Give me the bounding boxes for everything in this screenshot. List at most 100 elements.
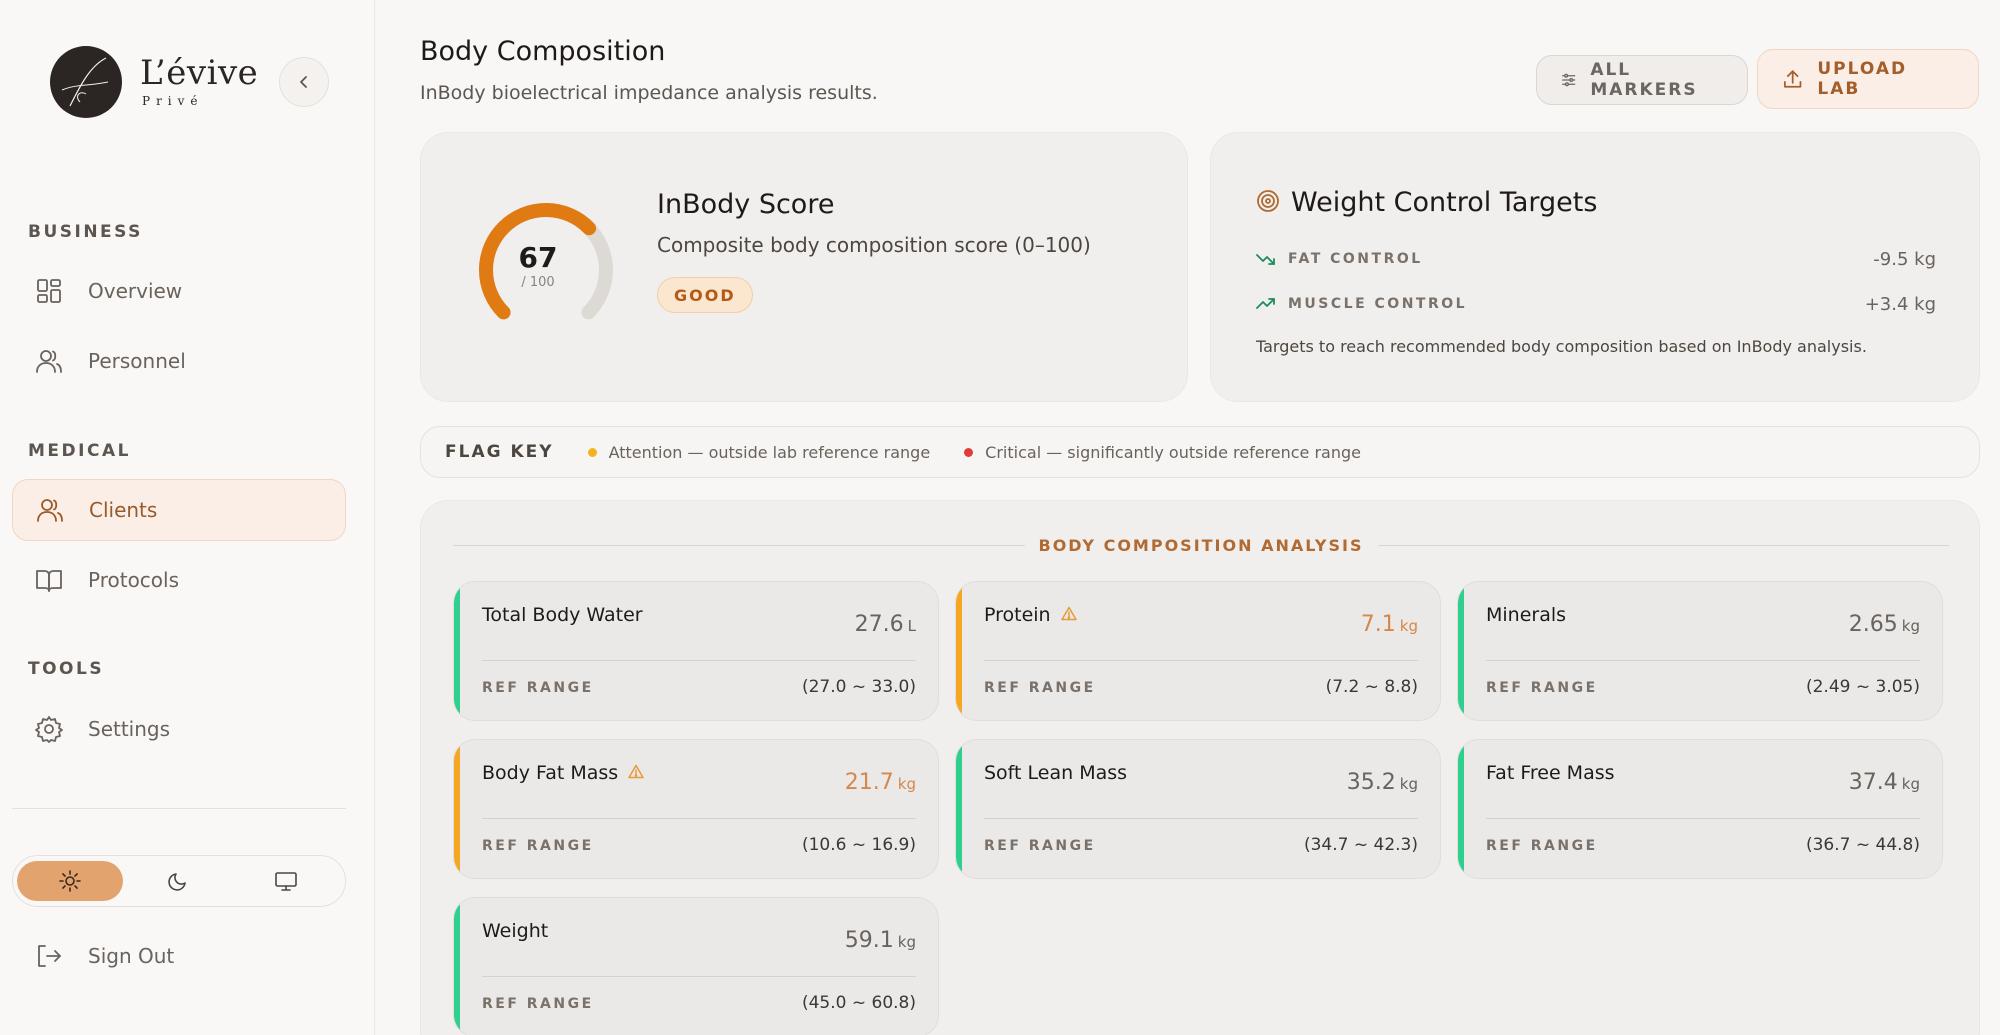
attention-dot-icon	[587, 447, 597, 457]
muscle-control-label: MUSCLE CONTROL	[1288, 296, 1468, 312]
logout-icon	[34, 941, 64, 971]
ref-range-value: (27.0 ~ 33.0)	[801, 677, 916, 697]
metric-unit: kg	[1901, 775, 1920, 793]
metric-card[interactable]: Weight 59.1 kg REF RANGE (45.0 ~ 60.8)	[453, 897, 939, 1035]
flag-key: FLAG KEY Attention — outside lab referen…	[420, 426, 1980, 478]
metric-card[interactable]: Total Body Water 27.6 L REF RANGE (27.0 ~ 33…	[453, 581, 939, 721]
sign-out-label: Sign Out	[88, 944, 175, 968]
metric-value: 7.1 kg	[1360, 612, 1418, 637]
metric-separator	[482, 976, 916, 977]
sign-out-button[interactable]: Sign Out	[12, 925, 346, 987]
attention-label: Attention — outside lab reference range	[608, 442, 931, 462]
theme-toggle	[12, 855, 346, 907]
theme-dark-button[interactable]	[125, 861, 231, 901]
logo-mark-icon	[50, 46, 122, 118]
book-icon	[34, 565, 64, 595]
targets-note: Targets to reach recommended body compos…	[1256, 337, 1867, 356]
metric-value: 35.2 kg	[1346, 770, 1418, 795]
metric-separator	[1486, 660, 1920, 661]
gear-icon	[34, 714, 64, 744]
ref-range-value: (2.49 ~ 3.05)	[1805, 677, 1920, 697]
status-bar	[454, 740, 460, 878]
status-bar	[956, 582, 962, 720]
sidebar-item-protocols[interactable]: Protocols	[12, 549, 346, 611]
metric-separator	[482, 660, 916, 661]
score-value: 67	[518, 241, 558, 274]
sun-icon	[59, 870, 81, 892]
weight-control-targets-card: Weight Control Targets FAT CONTROL -9.5 …	[1210, 132, 1980, 402]
inbody-score-card: 67 / 100 InBody Score Composite body com…	[420, 132, 1188, 402]
score-title: InBody Score	[657, 189, 835, 220]
score-denominator: / 100	[521, 275, 555, 290]
metric-value: 27.6 L	[854, 612, 916, 637]
flag-key-attention: Attention — outside lab reference range	[587, 442, 931, 462]
ref-range-label: REF RANGE	[482, 996, 594, 1012]
critical-label: Critical — significantly outside referen…	[985, 442, 1361, 462]
sidebar-item-overview[interactable]: Overview	[12, 260, 346, 322]
ref-range-value: (45.0 ~ 60.8)	[801, 993, 916, 1013]
ref-range-value: (36.7 ~ 44.8)	[1805, 835, 1920, 855]
metric-value: 59.1 kg	[844, 928, 916, 953]
muscle-control-value: +3.4 kg	[1864, 293, 1936, 315]
ref-range-value: (7.2 ~ 8.8)	[1325, 677, 1418, 697]
metric-card[interactable]: Protein 7.1 kg REF RANGE (7.2 ~ 8.8)	[955, 581, 1441, 721]
fat-control-row: FAT CONTROL -9.5 kg	[1256, 244, 1936, 274]
metric-name: Weight	[482, 920, 549, 942]
ref-range-label: REF RANGE	[984, 680, 1096, 696]
metric-unit: L	[907, 617, 916, 635]
sidebar: L’évive Privé BUSINESS Overview Personne…	[0, 0, 375, 1035]
upload-lab-button[interactable]: UPLOAD LAB	[1757, 49, 1979, 109]
metric-unit: kg	[1901, 617, 1920, 635]
metric-card[interactable]: Body Fat Mass 21.7 kg REF RANGE (10.6 ~ 16.9…	[453, 739, 939, 879]
metric-unit: kg	[897, 933, 916, 951]
metric-unit: kg	[897, 775, 916, 793]
status-bar	[454, 898, 460, 1035]
page-subtitle: InBody bioelectrical impedance analysis …	[420, 82, 878, 104]
fat-control-value: -9.5 kg	[1873, 248, 1936, 270]
page-title: Body Composition	[420, 36, 666, 67]
all-markers-button[interactable]: ALL MARKERS	[1536, 55, 1748, 105]
theme-light-button[interactable]	[17, 861, 123, 901]
upload-icon	[1784, 70, 1802, 88]
ref-range-label: REF RANGE	[984, 838, 1096, 854]
metric-unit: kg	[1399, 617, 1418, 635]
flag-key-critical: Critical — significantly outside referen…	[964, 443, 1361, 462]
sidebar-item-clients[interactable]: Clients	[12, 479, 346, 541]
status-bar	[1458, 740, 1464, 878]
sidebar-item-label: Overview	[88, 279, 183, 303]
trend-up-icon	[1256, 298, 1275, 309]
fat-control-label: FAT CONTROL	[1288, 251, 1423, 267]
metric-value: 2.65 kg	[1848, 612, 1920, 637]
users-icon	[34, 346, 64, 376]
chevron-left-icon	[300, 76, 307, 88]
status-badge: GOOD	[657, 277, 753, 313]
sidebar-item-label: Settings	[88, 717, 171, 741]
all-markers-label: ALL MARKERS	[1590, 60, 1698, 100]
metric-card[interactable]: Minerals 2.65 kg REF RANGE (2.49 ~ 3.05)	[1457, 581, 1943, 721]
sidebar-item-label: Clients	[89, 498, 158, 522]
metric-card[interactable]: Fat Free Mass 37.4 kg REF RANGE (36.7 ~ 44.8…	[1457, 739, 1943, 879]
score-subtitle: Composite body composition score (0–100)	[657, 233, 1091, 257]
status-bar	[454, 582, 460, 720]
status-bar	[1458, 582, 1464, 720]
sidebar-item-settings[interactable]: Settings	[12, 698, 346, 760]
brand-sub: Privé	[142, 94, 204, 108]
metric-name: Minerals	[1486, 604, 1567, 626]
analysis-title: BODY COMPOSITION ANALYSIS	[1038, 535, 1364, 555]
collapse-sidebar-button[interactable]	[279, 57, 329, 107]
target-icon	[1257, 190, 1279, 212]
sidebar-item-personnel[interactable]: Personnel	[12, 330, 346, 392]
metric-separator	[1486, 818, 1920, 819]
metric-name: Soft Lean Mass	[984, 762, 1128, 784]
metric-card[interactable]: Soft Lean Mass 35.2 kg REF RANGE (34.7 ~ 42.…	[955, 739, 1441, 879]
targets-title: Weight Control Targets	[1291, 187, 1598, 218]
metric-name: Fat Free Mass	[1486, 762, 1615, 784]
section-label-medical: MEDICAL	[28, 441, 131, 461]
sidebar-item-label: Protocols	[88, 568, 180, 592]
main-content: Body Composition InBody bioelectrical im…	[420, 0, 1980, 1035]
warning-icon	[1060, 604, 1077, 626]
ref-range-label: REF RANGE	[482, 838, 594, 854]
section-label-business: BUSINESS	[28, 222, 143, 242]
theme-system-button[interactable]	[233, 861, 339, 901]
brand-logo[interactable]: L’évive Privé	[50, 46, 258, 118]
